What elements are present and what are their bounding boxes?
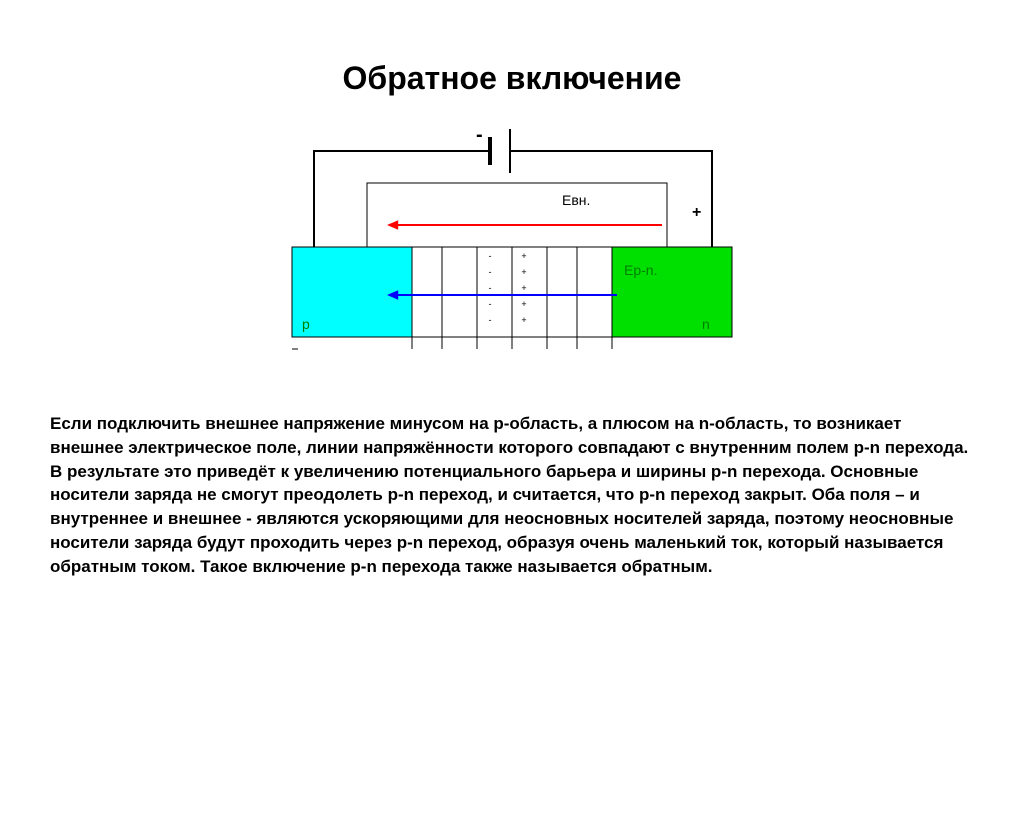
svg-text:Ep-n.: Ep-n. [624,262,657,278]
svg-text:+: + [521,267,526,277]
page-title: Обратное включение [0,60,1024,97]
svg-text:+: + [521,283,526,293]
svg-text:n: n [702,316,710,332]
explanation-text: Если подключить внешнее напряжение минус… [50,412,974,579]
svg-text:p: p [302,316,310,332]
svg-text:+: + [521,251,526,261]
svg-text:+: + [521,315,526,325]
svg-text:+: + [692,204,701,221]
pn-junction-diagram: - + Евн. p n - + - + - + - + - + Ep-n. [262,117,762,382]
svg-text:-: - [489,251,492,261]
svg-text:+: + [521,299,526,309]
svg-text:-: - [489,283,492,293]
svg-text:Евн.: Евн. [562,192,590,208]
svg-text:-: - [489,315,492,325]
svg-text:-: - [476,124,483,146]
svg-text:-: - [489,299,492,309]
svg-text:-: - [489,267,492,277]
